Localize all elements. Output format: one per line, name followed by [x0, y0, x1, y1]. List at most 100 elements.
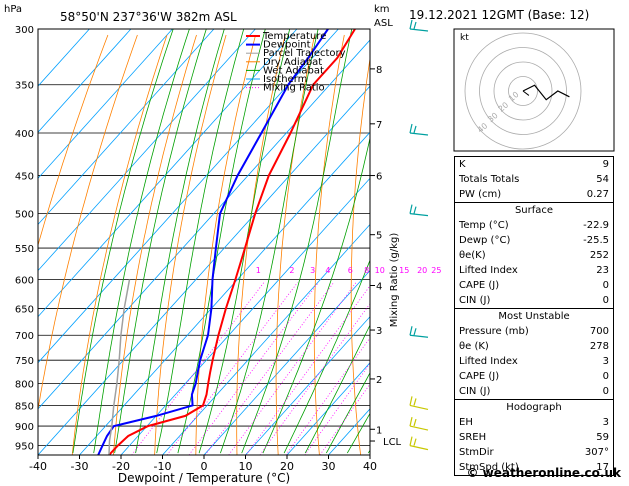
wind-barb-flag	[413, 328, 417, 336]
wet-adiabat-line	[198, 29, 291, 454]
pressure-tick-label: 750	[15, 356, 34, 367]
pressure-tick-label: 800	[15, 380, 34, 391]
wind-barb-flag	[409, 436, 413, 446]
surface-label: θe(K)	[459, 250, 486, 261]
wet-adiabat-line	[241, 29, 353, 454]
isotherm-line	[38, 29, 90, 87]
mixing-ratio-label: 1	[256, 266, 261, 275]
x-tick-label: -40	[29, 460, 47, 473]
wet-adiabat-line	[156, 29, 245, 454]
wind-barb-staff	[409, 213, 429, 217]
hodograph-stat-value: 307°	[584, 447, 609, 458]
wet-adiabat-line	[283, 259, 370, 454]
x-tick-label: -20	[112, 460, 130, 473]
isotherm-line	[120, 177, 370, 455]
dry-adiabat-line	[154, 34, 227, 455]
hodograph-stat-label: StmSpd (kt)	[459, 462, 519, 473]
pressure-tick-label: 350	[15, 81, 34, 92]
legend-label: Mixing Ratio	[263, 83, 325, 94]
surface-title: Surface	[514, 205, 554, 216]
datetime-title: 19.12.2021 12GMT (Base: 12)	[409, 8, 589, 22]
surface-label: Dewp (°C)	[459, 235, 511, 246]
most-unstable-value: 0	[602, 371, 609, 382]
surface-value: 252	[589, 250, 609, 261]
surface-label: Lifted Index	[459, 265, 518, 276]
pressure-tick-label: 550	[15, 244, 34, 255]
hodograph-stat-row: EH 3	[455, 415, 613, 430]
location-title: 58°50'N 237°36'W 382m ASL	[60, 10, 237, 24]
most-unstable-row: Lifted Index 3	[455, 354, 613, 369]
most-unstable-title: Most Unstable	[498, 311, 570, 322]
dry-adiabat-line	[113, 34, 197, 455]
isotherm-line	[162, 223, 370, 455]
most-unstable-label: Lifted Index	[459, 356, 518, 367]
wind-barb-flag	[409, 19, 413, 30]
lcl-label: LCL	[383, 437, 402, 448]
hodograph-stat-value: 17	[596, 462, 609, 473]
isotherm-line	[38, 29, 173, 179]
wet-adiabat-line	[72, 29, 174, 454]
wind-barb-staff	[409, 132, 429, 136]
surface-label: CIN (J)	[459, 295, 491, 306]
surface-row: Dewp (°C) -25.5	[455, 233, 613, 248]
legend-label: Dry Adiabat	[263, 57, 322, 68]
isotherm-line	[245, 316, 370, 455]
x-tick-label: 40	[363, 460, 377, 473]
pressure-unit-label: hPa	[4, 4, 22, 15]
most-unstable-row: θe (K) 278	[455, 339, 613, 354]
dry-adiabat-line	[71, 34, 168, 455]
hodograph-ring	[493, 61, 553, 121]
mixing-ratio-line	[285, 337, 370, 455]
surface-value: 0	[602, 295, 609, 306]
pressure-tick-label: 700	[15, 331, 34, 342]
copyright-text: © weatheronline.co.uk	[466, 466, 621, 480]
index-value: 9	[602, 159, 609, 170]
most-unstable-label: CIN (J)	[459, 386, 491, 397]
hodograph-trace	[522, 84, 570, 101]
dry-adiabat-line	[38, 34, 109, 247]
wet-adiabat-line	[177, 29, 266, 454]
most-unstable-row: CIN (J) 0	[455, 384, 613, 399]
pressure-tick-label: 900	[15, 422, 34, 433]
hodograph-unit-label: kt	[460, 33, 469, 43]
km-tick-label: 3	[376, 326, 382, 337]
mixing-ratio-label: 15	[399, 266, 409, 275]
pressure-tick-label: 450	[15, 172, 34, 183]
isotherm-line	[38, 29, 132, 133]
mixing-ratio-label: 3	[310, 266, 315, 275]
x-axis-title: Dewpoint / Temperature (°C)	[118, 471, 290, 485]
index-label: PW (cm)	[459, 189, 502, 200]
most-unstable-value: 3	[602, 356, 609, 367]
series-dewpoint	[97, 29, 329, 455]
most-unstable-label: Pressure (mb)	[459, 326, 529, 337]
surface-value: 23	[596, 265, 609, 276]
dry-adiabat-line	[38, 34, 138, 412]
mixing-ratio-label: 2	[289, 266, 294, 275]
hodograph-stat-label: SREH	[459, 432, 487, 443]
surface-row: CAPE (J) 0	[455, 278, 613, 293]
legend-label: Wet Adiabat	[263, 65, 324, 76]
isotherm-line	[286, 362, 370, 455]
asl-unit-label: ASL	[374, 18, 393, 29]
wind-barb-staff	[409, 334, 429, 338]
legend-label: Dewpoint	[263, 40, 311, 51]
surface-row: Temp (°C) -22.9	[455, 218, 613, 233]
most-unstable-section: Most Unstable Pressure (mb) 700 θe (K) 278 L…	[455, 308, 613, 399]
wet-adiabat-line	[304, 324, 370, 454]
hodograph-ring	[508, 76, 538, 106]
dry-adiabat-line	[195, 34, 256, 455]
mixing-ratio-label: 25	[431, 266, 441, 275]
wet-adiabat-line	[135, 29, 225, 454]
wet-adiabat-line	[114, 29, 207, 454]
hodograph-stat-label: EH	[459, 417, 473, 428]
km-tick-label: 1	[376, 425, 382, 436]
wind-barb-flag	[409, 204, 413, 214]
wind-barb-flag	[413, 125, 417, 134]
km-tick-label: 5	[376, 231, 382, 242]
km-tick-label: 8	[376, 65, 382, 76]
legend-label: Temperature	[262, 31, 326, 42]
most-unstable-value: 0	[602, 386, 609, 397]
km-tick-label: 4	[376, 281, 382, 292]
surface-row: Lifted Index 23	[455, 263, 613, 278]
